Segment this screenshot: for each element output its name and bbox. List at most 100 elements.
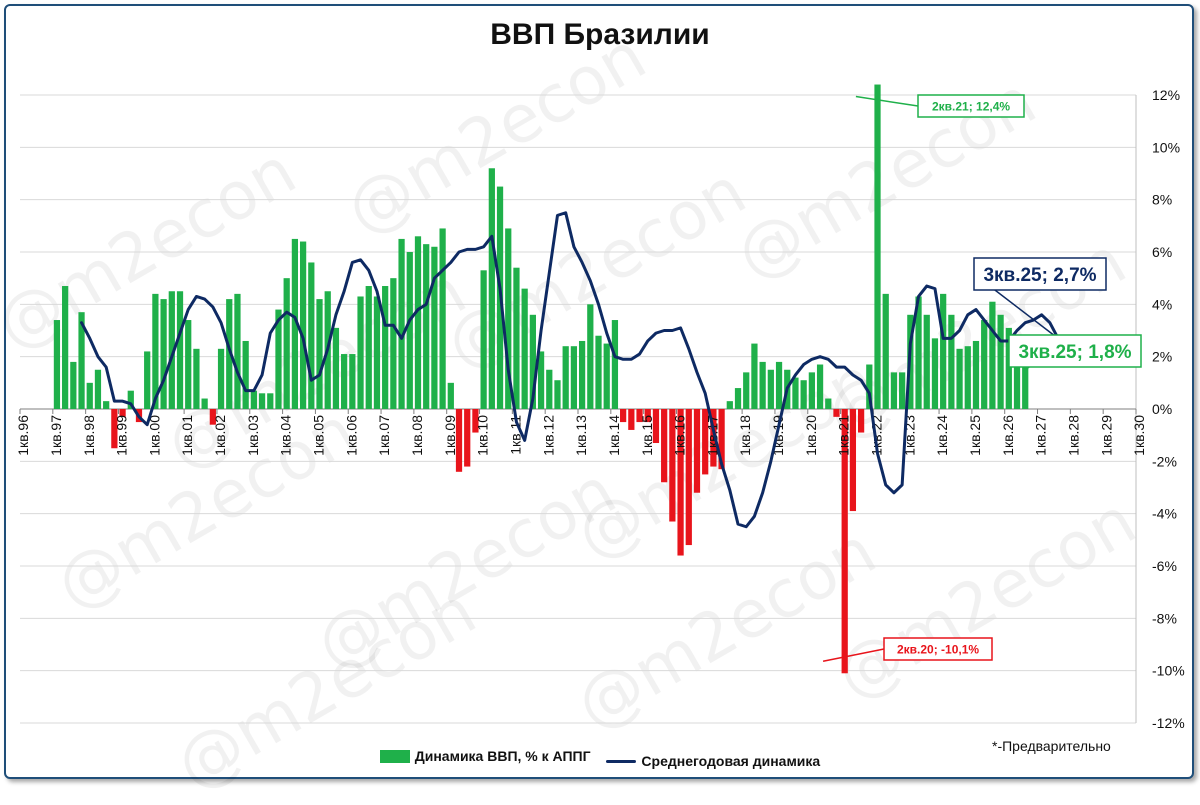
bar [611, 320, 619, 409]
y-tick-label: 2% [1152, 349, 1172, 365]
x-tick-label: 1кв.03 [245, 415, 261, 456]
x-tick-label: 1кв.25 [967, 415, 983, 456]
bar [644, 409, 651, 423]
bar [940, 293, 947, 409]
annotation-peak: 2кв.21; 12,4% [932, 99, 1010, 113]
bar [234, 293, 241, 409]
chart-plot: 1кв.96 1кв.97 1кв.98 1кв.99 1кв.00 1кв.01 1кв.… [15, 84, 1185, 731]
bar [948, 314, 955, 409]
bar [808, 372, 815, 409]
bar [857, 409, 865, 433]
bar [488, 168, 495, 409]
bar [578, 340, 586, 409]
bar [661, 409, 668, 483]
x-tick-label: 1кв.29 [1098, 415, 1114, 456]
bar [529, 314, 536, 409]
bar [70, 361, 77, 409]
bar [1013, 348, 1021, 409]
bar [242, 340, 249, 409]
bar [365, 286, 372, 409]
bar [168, 291, 175, 409]
x-tick-label: 1кв.98 [81, 415, 97, 456]
bar [759, 361, 766, 409]
y-tick-label: -4% [1152, 506, 1177, 522]
annotation-bar-last-box [1008, 334, 1142, 368]
bar [357, 296, 364, 409]
bar [103, 401, 110, 409]
y-tick-label: 6% [1152, 244, 1172, 260]
legend: Динамика ВВП, % к АППГ Среднегодовая дин… [0, 748, 1200, 769]
bar [86, 382, 93, 409]
x-tick-label: 1кв.08 [409, 415, 425, 456]
bar [767, 369, 774, 409]
bar [620, 409, 627, 423]
bar [152, 293, 159, 409]
bar [390, 278, 397, 409]
bar [127, 390, 134, 409]
bar [652, 409, 660, 444]
x-tick-label: 1кв.00 [146, 415, 162, 456]
chart-title: ВВП Бразилии [490, 18, 710, 51]
x-tick-label: 1кв.01 [179, 415, 195, 456]
bar [775, 361, 783, 409]
bar [349, 354, 356, 409]
annotation-line-last-box [973, 257, 1107, 291]
bar [882, 293, 889, 409]
x-tick-label: 1кв.30 [1131, 415, 1147, 456]
bar [414, 236, 422, 409]
x-tick-label: 1кв.15 [639, 415, 655, 456]
bar [373, 296, 381, 409]
x-tick-label: 1кв.11 [507, 415, 523, 455]
x-tick-label: 1кв.14 [606, 415, 622, 456]
y-tick-label: 12% [1152, 87, 1180, 103]
y-tick-label: -12% [1152, 715, 1185, 731]
bar [726, 401, 733, 409]
x-tick-label: 1кв.99 [114, 415, 130, 456]
bar [283, 278, 290, 409]
bar [201, 398, 208, 409]
bar [931, 338, 939, 409]
bar [734, 388, 742, 409]
x-tick-label: 1кв.07 [376, 415, 392, 456]
bar [890, 372, 898, 409]
bar [144, 351, 151, 409]
bar [62, 286, 69, 409]
bar [800, 380, 807, 409]
bar [816, 364, 824, 409]
bar [464, 409, 471, 467]
x-tick-label: 1кв.05 [311, 415, 327, 456]
x-tick-label: 1кв.12 [540, 415, 556, 456]
annotation-line-last: 3кв.25; 2,7% [983, 265, 1096, 286]
x-tick-label: 1кв.97 [48, 415, 64, 456]
bar [899, 372, 906, 409]
bar [94, 369, 102, 409]
bar [480, 270, 487, 409]
bar [710, 409, 717, 467]
bar [267, 393, 274, 409]
bar [53, 320, 61, 409]
bar [185, 320, 192, 409]
bar [537, 351, 545, 409]
bar [423, 244, 430, 409]
annotation-peak-box [917, 94, 1025, 118]
x-tick-label: 1кв.04 [278, 415, 294, 456]
bar [521, 288, 528, 409]
y-tick-label: 0% [1152, 401, 1172, 417]
annotation-trough-box [883, 637, 993, 661]
bar [513, 267, 520, 409]
bar [923, 314, 930, 409]
bar [505, 228, 512, 409]
x-tick-label: 1кв.06 [343, 415, 359, 456]
bar [989, 301, 996, 409]
bar [291, 238, 299, 409]
bar [866, 364, 873, 409]
bar [702, 409, 709, 475]
bar [743, 372, 750, 409]
bar [119, 409, 126, 417]
bar [308, 262, 315, 409]
x-tick-label: 1кв.96 [15, 415, 31, 456]
legend-bar-swatch [379, 749, 410, 763]
bar [628, 409, 635, 430]
bar [693, 409, 701, 493]
x-tick-label: 1кв.21 [836, 415, 852, 456]
